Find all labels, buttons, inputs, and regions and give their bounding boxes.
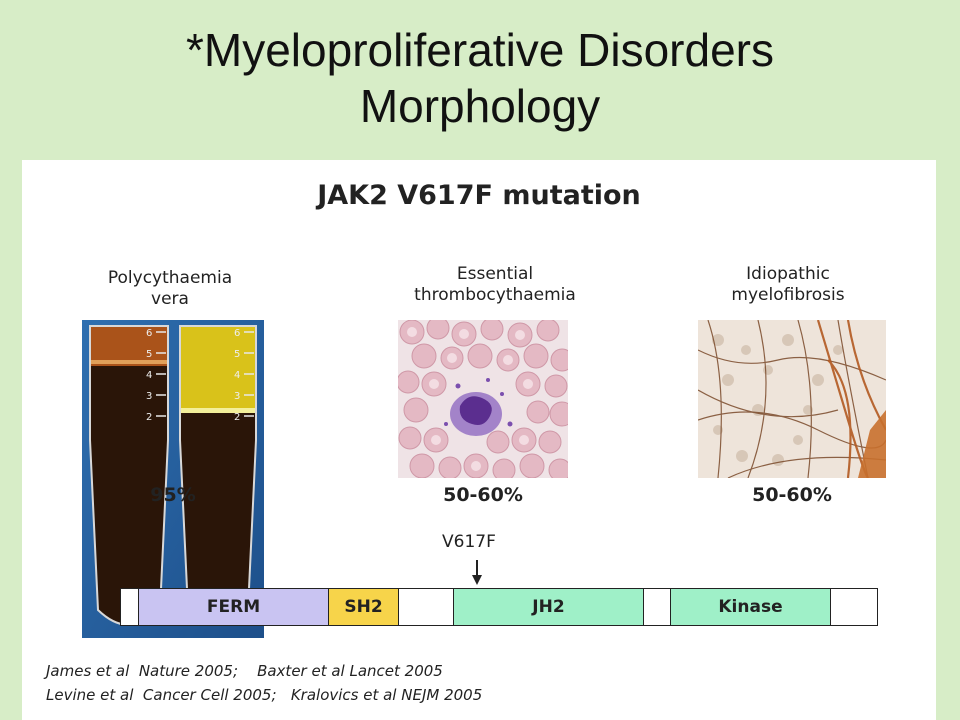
jak2-figure: JAK2 V617F mutation Polycythaemia vera [22, 160, 936, 720]
marrow-biopsy-illustration [698, 320, 886, 478]
blood-tubes-image: 6 5 4 3 2 6 5 4 3 2 [82, 320, 264, 638]
domain-segment [121, 589, 139, 625]
panel-percent-idiopathic-myelofibrosis: 50-60% [752, 484, 832, 506]
reference-line: Levine et al Cancer Cell 2005; Kralovics… [46, 686, 483, 704]
tube-scale-label: 2 [146, 412, 152, 423]
domain-sh2: SH2 [329, 589, 399, 625]
down-arrow-icon [472, 560, 482, 585]
panel-label-essential-thrombocythaemia: Essential thrombocythaemia [370, 264, 620, 306]
tube-scale-label: 5 [234, 349, 240, 360]
tube-scale-label: 3 [234, 391, 240, 402]
panel-label-idiopathic-myelofibrosis: Idiopathic myelofibrosis [678, 264, 898, 306]
blood-smear-image [398, 320, 568, 478]
marrow-biopsy-image [698, 320, 886, 478]
domain-segment [831, 589, 876, 625]
domain-kinase: Kinase [671, 589, 831, 625]
slide-title-line-2: Morphology [359, 80, 601, 132]
tube-scale-label: 2 [234, 412, 240, 423]
jak2-domain-bar: FERM SH2 JH2 Kinase [120, 588, 878, 626]
tube-scale-label: 6 [146, 328, 152, 339]
domain-segment [399, 589, 454, 625]
blood-tubes-illustration: 6 5 4 3 2 6 5 4 3 2 [82, 320, 264, 638]
panel-percent-polycythaemia-vera: 95% [150, 484, 196, 506]
panel-label-polycythaemia-vera: Polycythaemia vera [70, 268, 270, 310]
panel-label-line: thrombocythaemia [414, 285, 576, 305]
panel-label-line: vera [151, 289, 189, 309]
panel-percent-essential-thrombocythaemia: 50-60% [443, 484, 523, 506]
panel-label-line: Essential [456, 264, 534, 284]
tube-scale-label: 3 [146, 391, 152, 402]
mutation-label: V617F [442, 532, 496, 552]
domain-segment [644, 589, 671, 625]
slide-title-line-1: *Myeloproliferative Disorders [186, 24, 774, 76]
blood-smear-illustration [398, 320, 568, 478]
reference-line: James et al Nature 2005; Baxter et al La… [46, 662, 443, 680]
domain-jh2: JH2 [454, 589, 644, 625]
tube-scale-label: 6 [234, 328, 240, 339]
tube-scale-label: 4 [146, 370, 152, 381]
panel-label-line: Idiopathic [746, 264, 830, 284]
slide-title: *Myeloproliferative Disorders Morphology [0, 22, 960, 134]
panel-label-line: Polycythaemia [107, 268, 233, 288]
domain-ferm: FERM [139, 589, 329, 625]
panel-label-line: myelofibrosis [731, 285, 845, 305]
figure-heading: JAK2 V617F mutation [317, 180, 641, 211]
tube-scale-label: 5 [146, 349, 152, 360]
tube-scale-label: 4 [234, 370, 240, 381]
